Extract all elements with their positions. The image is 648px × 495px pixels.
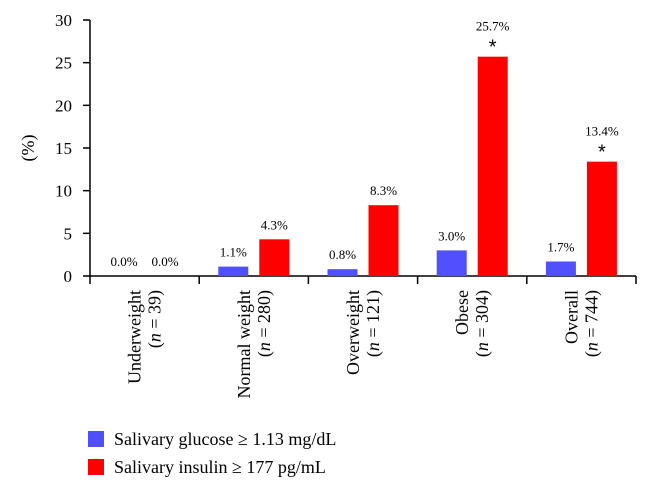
data-label: 3.0%	[438, 228, 465, 243]
category-count: (n = 304)	[472, 290, 493, 357]
legend-swatch	[88, 459, 104, 475]
x-category-label: Overweight (n = 121)	[343, 290, 384, 375]
y-tick-label: 15	[55, 139, 72, 158]
category-name: Overall	[561, 290, 581, 344]
significance-marker: *	[489, 37, 497, 59]
data-label: 13.4%	[585, 124, 619, 139]
data-label: 4.3%	[261, 217, 288, 232]
data-label: 25.7%	[476, 19, 510, 34]
bar-series-2-4	[477, 56, 508, 277]
y-tick-label: 25	[55, 54, 72, 73]
x-category-label: Overall(n = 744)	[561, 290, 602, 357]
data-label: 1.1%	[220, 245, 247, 260]
category-name: Normal weight	[234, 290, 254, 398]
category-count: (n = 744)	[581, 290, 602, 357]
data-label: 0.0%	[111, 254, 138, 269]
y-tick-label: 30	[55, 11, 72, 30]
y-tick-label: 10	[55, 182, 72, 201]
legend: Salivary glucose ≥ 1.13 mg/dL Salivary in…	[88, 429, 336, 477]
category-count: (n = 121)	[363, 290, 384, 357]
bar-series-2-2	[259, 239, 290, 276]
category-name: Overweight	[343, 290, 363, 375]
significance-marker: *	[598, 142, 606, 164]
bars	[218, 56, 617, 277]
bar-series-2-3	[368, 205, 399, 276]
legend-label: Salivary glucose ≥ 1.13 mg/dL	[114, 429, 336, 449]
category-name: Obese	[452, 290, 472, 335]
y-tick-label: 20	[55, 96, 72, 115]
x-category-label: Underweight (n = 39)	[125, 290, 166, 384]
legend-label: Salivary insulin ≥ 177 pg/mL	[114, 457, 326, 477]
y-axis-label: (%)	[18, 135, 39, 162]
bar-series-1-4	[436, 250, 467, 276]
data-labels: 0.0% 1.1% 0.8% 3.0% 1.7% 0.0% 4.3% 8.3% 25.7% * 13…	[111, 19, 619, 269]
bar-series-1-3	[327, 269, 358, 276]
data-label: 0.8%	[329, 247, 356, 262]
category-name: Underweight	[125, 290, 145, 384]
bar-series-1-5	[545, 261, 576, 276]
y-ticks: 0 5 10 15 20 25 30	[55, 11, 90, 286]
x-category-label: Obese(n = 304)	[452, 290, 493, 357]
x-category-labels: Underweight (n = 39) Normal weight (n = 280…	[125, 290, 603, 398]
category-count: (n = 39)	[145, 290, 166, 348]
x-category-label: Normal weight (n = 280)	[234, 290, 275, 398]
y-tick-label: 5	[64, 224, 73, 243]
data-label: 1.7%	[547, 239, 574, 254]
bar-series-1-2	[218, 266, 249, 276]
category-count: (n = 280)	[254, 290, 275, 357]
bar-series-2-5	[586, 161, 617, 276]
data-label: 0.0%	[152, 254, 179, 269]
legend-swatch	[88, 431, 104, 447]
data-label: 8.3%	[370, 183, 397, 198]
y-tick-label: 0	[64, 267, 73, 286]
